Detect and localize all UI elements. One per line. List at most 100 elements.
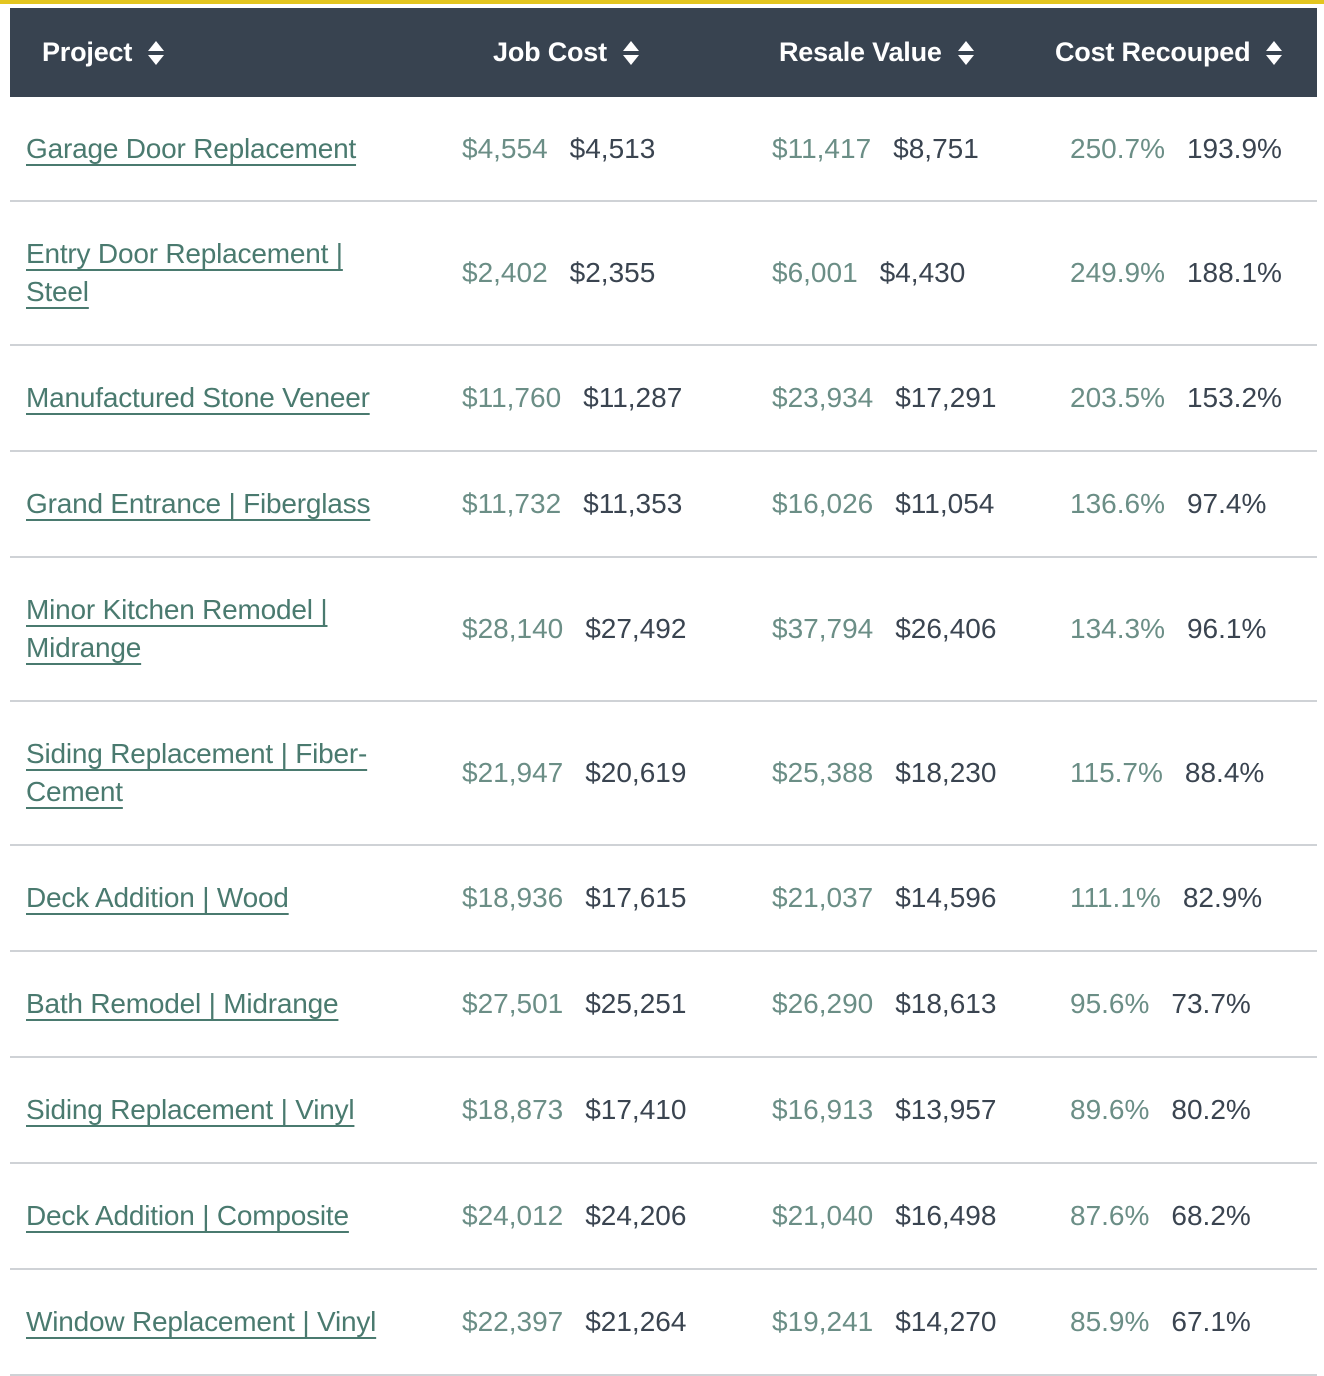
job-cost-cell: $2,402 $2,355 [462,202,702,344]
project-link[interactable]: Window Replacement | Vinyl [26,1306,377,1337]
sort-icon [1266,40,1283,66]
project-link[interactable]: Siding Replacement | Fiber-Cement [26,738,368,807]
resale-value-cell: $11,417 $8,751 [772,97,1012,200]
header-resale-value-label: Resale Value [779,37,942,67]
project-cell: Deck Addition | Wood [26,846,406,950]
table-row: Deck Addition | Composite $24,012 $24,206 $… [10,1164,1317,1270]
sort-project-header[interactable]: Project [42,8,165,97]
cost-recouped-cell: 115.7% 88.4% [1070,702,1310,844]
value-secondary: $11,287 [583,382,683,413]
value-primary: 115.7% [1070,757,1163,788]
cost-recouped-cell: 95.6% 73.7% [1070,952,1310,1056]
project-link[interactable]: Bath Remodel | Midrange [26,988,339,1019]
sort-icon [148,40,165,66]
table-row: Siding Replacement | Fiber-Cement $21,947… [10,702,1317,846]
project-link[interactable]: Deck Addition | Wood [26,882,289,913]
resale-value-cell: $19,241 $14,270 [772,1270,1012,1374]
value-primary: $19,241 [772,1306,874,1337]
sort-icon [622,40,639,66]
value-secondary: $4,513 [569,132,656,164]
value-secondary: 97.4% [1186,488,1267,519]
value-secondary: $27,492 [585,613,687,644]
project-cell: Minor Kitchen Remodel | Midrange [26,558,406,700]
value-primary: $23,934 [772,382,874,413]
project-cell: Siding Replacement | Fiber-Cement [26,702,406,844]
project-link[interactable]: Minor Kitchen Remodel | Midrange [26,594,328,663]
job-cost-cell: $22,397 $21,264 [462,1270,702,1374]
project-cell: Deck Addition | Composite [26,1164,406,1268]
job-cost-cell: $24,012 $24,206 [462,1164,702,1268]
job-cost-cell: $4,554 $4,513 [462,97,702,200]
value-primary: 249.9% [1070,257,1165,288]
project-cell: Manufactured Stone Veneer [26,346,406,450]
value-primary: $16,913 [772,1094,874,1125]
sort-job-cost-header[interactable]: Job Cost [493,8,639,97]
project-link[interactable]: Deck Addition | Composite [26,1200,349,1231]
table-row: Deck Addition | Wood $18,936 $17,615 $21,03… [10,846,1317,952]
value-primary: $11,417 [772,132,872,164]
project-link[interactable]: Manufactured Stone Veneer [26,382,370,413]
value-secondary: $26,406 [895,613,997,644]
table-row: Bath Remodel | Midrange $27,501 $25,251 $26… [10,952,1317,1058]
project-link[interactable]: Entry Door Replacement | Steel [26,238,343,307]
job-cost-cell: $18,873 $17,410 [462,1058,702,1162]
resale-value-cell: $21,040 $16,498 [772,1164,1012,1268]
value-primary: $6,001 [772,257,858,288]
value-primary: $16,026 [772,488,874,519]
job-cost-cell: $21,947 $20,619 [462,702,702,844]
value-primary: $37,794 [772,613,874,644]
resale-value-cell: $21,037 $14,596 [772,846,1012,950]
value-primary: 203.5% [1070,382,1165,413]
accent-bar [0,0,1324,4]
value-secondary: 68.2% [1171,1200,1251,1231]
cost-recouped-cell: 111.1% 82.9% [1070,846,1310,950]
job-cost-cell: $28,140 $27,492 [462,558,702,700]
sort-resale-value-header[interactable]: Resale Value [779,8,974,97]
value-primary: 85.9% [1070,1306,1150,1337]
value-primary: $11,760 [462,382,562,413]
cost-recouped-cell: 250.7% 193.9% [1070,97,1310,200]
job-cost-cell: $11,732 $11,353 [462,452,702,556]
value-secondary: $4,430 [879,257,966,288]
project-link[interactable]: Grand Entrance | Fiberglass [26,488,371,519]
value-secondary: $14,596 [895,882,997,913]
value-secondary: 80.2% [1171,1094,1251,1125]
value-secondary: $11,054 [895,488,995,519]
value-secondary: $13,957 [895,1094,997,1125]
value-primary: $28,140 [462,613,564,644]
value-primary: $22,397 [462,1306,564,1337]
job-cost-cell: $27,501 $25,251 [462,952,702,1056]
table-row: Minor Kitchen Remodel | Midrange $28,140 $… [10,558,1317,702]
value-secondary: $18,230 [895,757,997,788]
table-row: Grand Entrance | Fiberglass $11,732 $11,35… [10,452,1317,558]
project-cell: Garage Door Replacement [26,97,406,200]
table-row: Window Replacement | Vinyl $22,397 $21,264… [10,1270,1317,1376]
value-primary: 250.7% [1070,132,1165,164]
value-secondary: 153.2% [1186,382,1282,413]
value-secondary: $20,619 [585,757,687,788]
sort-cost-recouped-header[interactable]: Cost Recouped [1055,8,1283,97]
value-secondary: $17,615 [585,882,687,913]
sort-icon [957,40,974,66]
value-secondary: 193.9% [1186,132,1282,164]
project-cell: Grand Entrance | Fiberglass [26,452,406,556]
value-secondary: $8,751 [893,132,979,164]
resale-value-cell: $16,026 $11,054 [772,452,1012,556]
value-secondary: $18,613 [895,988,997,1019]
value-secondary: $17,291 [895,382,997,413]
header-job-cost-label: Job Cost [493,37,607,67]
value-secondary: $21,264 [585,1306,687,1337]
table-row: Garage Door Replacement $4,554 $4,513 $11,4… [10,97,1317,202]
value-primary: $26,290 [772,988,874,1019]
value-primary: $21,040 [772,1200,874,1231]
resale-value-cell: $26,290 $18,613 [772,952,1012,1056]
value-primary: 89.6% [1070,1094,1150,1125]
header-cost-recouped-label: Cost Recouped [1055,37,1251,67]
project-link[interactable]: Siding Replacement | Vinyl [26,1094,355,1125]
project-cell: Window Replacement | Vinyl [26,1270,406,1374]
header-project-label: Project [42,37,133,67]
table-row: Entry Door Replacement | Steel $2,402 $2,3… [10,202,1317,346]
project-cell: Entry Door Replacement | Steel [26,202,406,344]
job-cost-cell: $18,936 $17,615 [462,846,702,950]
project-link[interactable]: Garage Door Replacement [26,132,357,164]
